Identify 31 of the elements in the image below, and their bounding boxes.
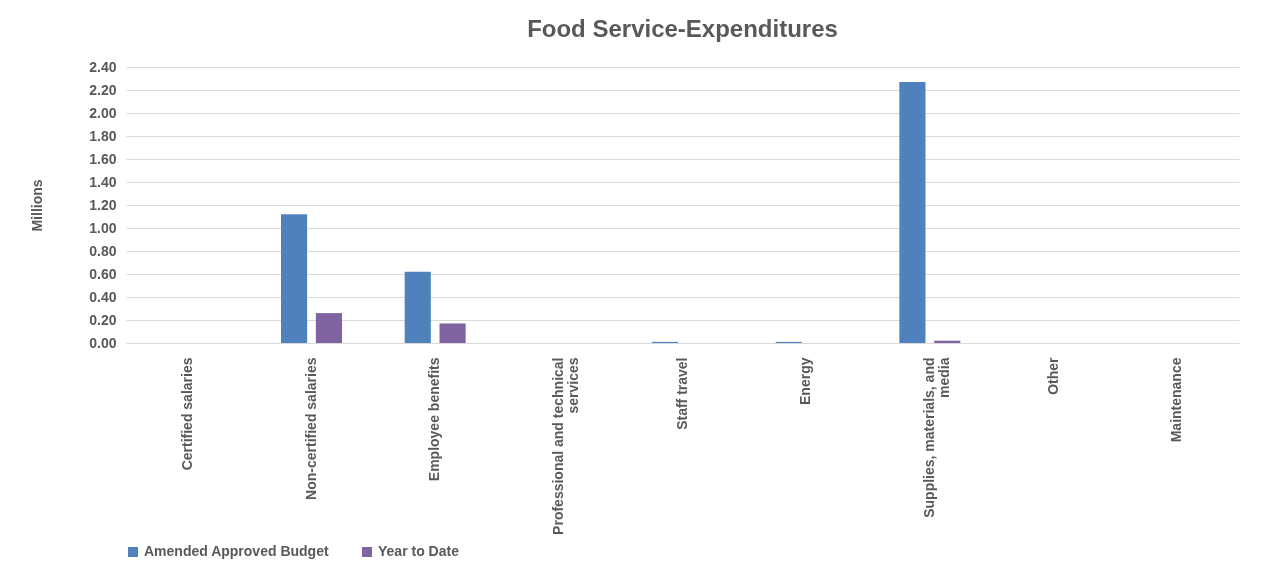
- x-tick-label: Professional and technical services: [549, 357, 581, 535]
- bar: [281, 214, 308, 343]
- y-tick-label: 1.80: [89, 127, 117, 144]
- x-tick-label: Certified salaries: [178, 357, 195, 471]
- x-tick-label: Other: [1044, 356, 1061, 395]
- y-tick-label: 2.00: [89, 104, 117, 121]
- bar: [315, 313, 342, 343]
- bar: [439, 323, 466, 343]
- bar: [404, 271, 431, 343]
- x-tick-label: Energy: [797, 357, 814, 405]
- y-tick-label: 2.40: [89, 58, 117, 75]
- chart-title: Food Service-Expenditures: [527, 15, 838, 42]
- y-tick-label: 1.00: [89, 219, 117, 236]
- y-tick-label: 0.20: [89, 311, 117, 328]
- y-tick-label: 1.20: [89, 196, 117, 213]
- x-tick-label: Supplies, materials, and media: [920, 357, 952, 518]
- x-tick-label: Maintenance: [1168, 357, 1185, 443]
- x-tick-label: Staff travel: [673, 357, 690, 430]
- y-axis-title: Millions: [29, 179, 46, 232]
- y-tick-label: 0.80: [89, 242, 117, 259]
- y-tick-label: 1.40: [89, 173, 117, 190]
- legend-label: Year to Date: [378, 543, 460, 559]
- x-tick-label: Employee benefits: [426, 357, 443, 482]
- bar: [899, 81, 926, 343]
- y-tick-label: 0.40: [89, 288, 117, 305]
- y-tick-label: 1.60: [89, 150, 117, 167]
- x-tick-label: Non-certified salaries: [302, 357, 319, 500]
- legend-label: Amended Approved Budget: [144, 543, 329, 559]
- y-tick-label: 2.20: [89, 81, 117, 98]
- y-tick-label: 0.00: [89, 334, 117, 351]
- y-tick-label: 0.60: [89, 265, 117, 282]
